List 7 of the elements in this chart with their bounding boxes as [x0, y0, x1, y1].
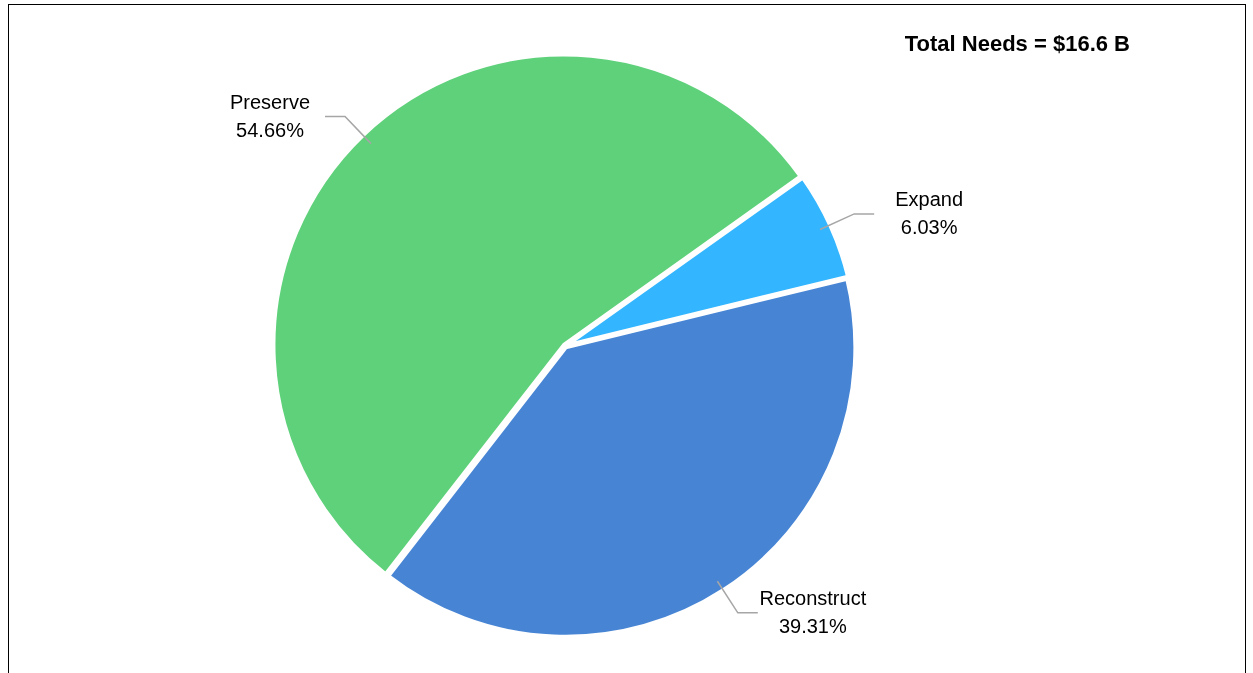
slice-label: Expand [895, 188, 964, 211]
text: Total Needs = $16.6 B [904, 31, 1130, 57]
slice-label: Reconstruct [759, 587, 867, 610]
data-label: 6.03% [900, 216, 958, 239]
data-label: 39.31% [778, 615, 847, 638]
slice-label: Preserve [230, 91, 311, 114]
data-label: 54.66% [236, 119, 305, 142]
